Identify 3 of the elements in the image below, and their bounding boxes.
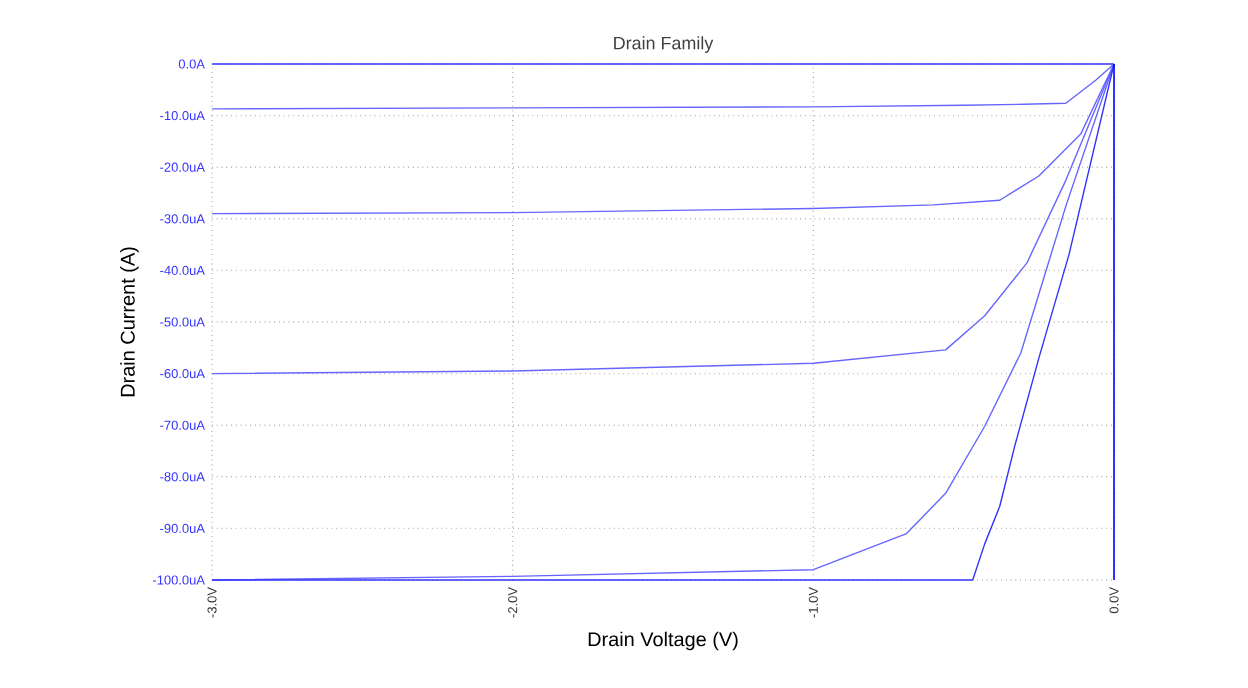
chart-title: Drain Family [614, 36, 714, 53]
y-axis-title: Drain Current (A) [120, 247, 139, 397]
x-axis-title: Drain Voltage (V) [588, 631, 738, 651]
